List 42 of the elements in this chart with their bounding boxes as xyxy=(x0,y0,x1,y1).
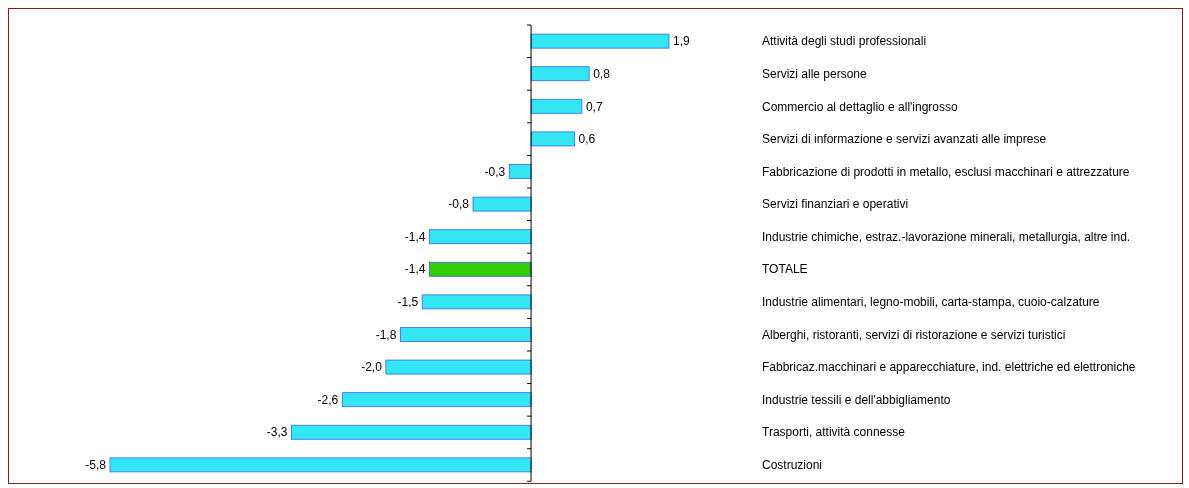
data-label: -5,8 xyxy=(85,458,107,473)
bar xyxy=(530,33,670,49)
bar xyxy=(399,327,532,342)
y-tick-label: Servizi alle persone xyxy=(762,66,868,81)
bar xyxy=(109,457,532,473)
y-tick-label: TOTALE xyxy=(762,262,808,277)
y-tick-label: Industrie tessili e dell'abbigliamento xyxy=(762,392,951,407)
data-label: 0,8 xyxy=(593,66,611,81)
bar xyxy=(530,66,590,82)
data-label: -2,0 xyxy=(361,360,383,375)
bar xyxy=(429,229,532,245)
bar xyxy=(429,261,532,277)
y-tick-label: Servizi di informazione e servizi avanzati alle imprese xyxy=(762,132,1047,147)
bar xyxy=(530,131,576,147)
bar xyxy=(291,424,532,440)
y-tick-label: Fabbricazione di prodotti in metallo, esclusi macchinari e attrezzature xyxy=(762,164,1130,179)
bar xyxy=(341,392,532,408)
bar xyxy=(385,359,532,375)
y-tick-label: Alberghi, ristoranti, servizi di ristorazione e servizi turistici xyxy=(762,327,1066,342)
y-tick-label: Trasporti, attività connesse xyxy=(762,425,906,440)
bar xyxy=(421,294,532,310)
y-tick-label: Costruzioni xyxy=(762,458,823,473)
data-label: 0,7 xyxy=(585,99,603,114)
data-label: -3,3 xyxy=(266,425,288,440)
data-label: 0,6 xyxy=(578,132,596,147)
y-tick-label: Servizi finanziari e operativi xyxy=(762,197,909,212)
data-label: -1,8 xyxy=(375,327,397,342)
data-label: -1,5 xyxy=(397,295,419,310)
data-label: -1,4 xyxy=(404,229,426,244)
y-tick-label: Industrie alimentari, legno-mobili, carta-stampa, cuoio-calzature xyxy=(762,295,1100,310)
bar xyxy=(530,98,583,114)
data-label: 1,9 xyxy=(673,34,691,49)
bar xyxy=(508,164,532,179)
bar xyxy=(472,196,532,212)
y-tick-label: Commercio al dettaglio e all'ingrosso xyxy=(762,99,959,114)
data-label: -2,6 xyxy=(317,392,339,407)
data-label: -1,4 xyxy=(404,262,426,277)
data-label: -0,8 xyxy=(448,197,470,212)
y-tick-label: Fabbricaz.macchinari e apparecchiature, ind. elettriche ed elettroniche xyxy=(762,360,1136,375)
data-label: -0,3 xyxy=(484,164,506,179)
y-tick-label: Industrie chimiche, estraz.-lavorazione minerali, metallurgia, altre ind. xyxy=(762,229,1131,244)
y-tick-label: Attività degli studi professionali xyxy=(762,34,927,49)
